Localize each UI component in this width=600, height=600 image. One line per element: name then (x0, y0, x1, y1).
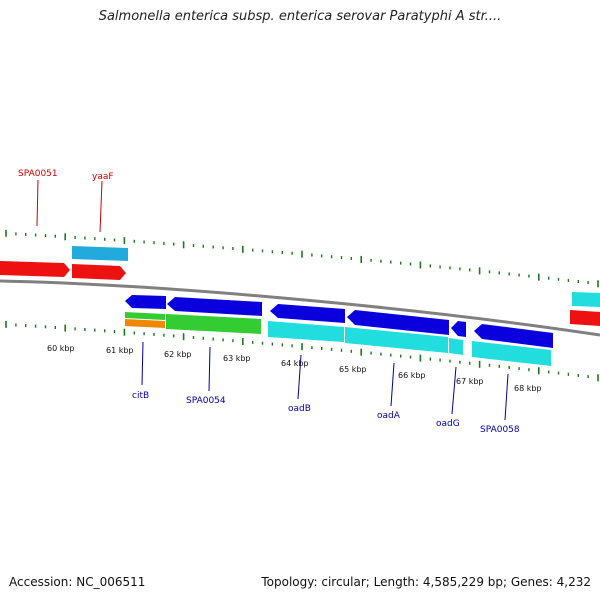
kbp-label: 65 kbp (339, 365, 367, 374)
cds-bar-spa0058[interactable] (472, 341, 551, 366)
gene-label-oada[interactable]: oadA (377, 411, 401, 421)
kbp-label: 66 kbp (398, 371, 426, 380)
gene-label-oadg[interactable]: oadG (436, 419, 460, 429)
cds-bar-oadg[interactable] (449, 338, 463, 355)
gene-arrow-right-red[interactable] (570, 310, 600, 326)
kbp-label: 62 kbp (164, 350, 192, 359)
genome-backbone (0, 279, 600, 337)
cds-bar-spa0054-green[interactable] (166, 314, 261, 334)
gene-arrow-oadg[interactable] (451, 321, 466, 337)
kbp-label: 63 kbp (223, 354, 251, 363)
kbp-labels: 60 kbp 61 kbp 62 kbp 63 kbp 64 kbp 65 kb… (47, 344, 542, 393)
cds-bar-citb-orange[interactable] (125, 319, 165, 328)
gene-label-citb[interactable]: citB (132, 391, 149, 401)
gene-label-spa0058[interactable]: SPA0058 (480, 425, 520, 435)
gene-arrow-right-cyan[interactable] (572, 292, 600, 307)
gene-arrow-spa0051[interactable] (0, 261, 70, 277)
label-leaders (36, 179, 509, 421)
forward-strand-features (0, 246, 600, 326)
gene-label-spa0051[interactable]: SPA0051 (18, 169, 58, 179)
reverse-strand-features (125, 295, 553, 366)
accession-text: Accession: NC_006511 (9, 575, 146, 589)
kbp-label: 61 kbp (106, 346, 134, 355)
gene-arrow-spa0058[interactable] (474, 324, 553, 348)
cds-bar-citb-green[interactable] (125, 312, 165, 320)
kbp-label: 67 kbp (456, 377, 484, 386)
kbp-label: 68 kbp (514, 384, 542, 393)
gene-labels: SPA0051 yaaF citB SPA0054 oadB oadA oadG… (18, 169, 520, 435)
gene-label-yaaf[interactable]: yaaF (92, 172, 114, 182)
map-title: Salmonella enterica subsp. enterica sero… (98, 9, 502, 24)
gene-arrow-yaaf[interactable] (72, 264, 126, 280)
tick-row-outer (5, 229, 599, 288)
kbp-label: 64 kbp (281, 359, 309, 368)
gene-arrow-oada[interactable] (347, 310, 449, 335)
kbp-label: 60 kbp (47, 344, 75, 353)
gene-arrow-oadb[interactable] (270, 304, 345, 323)
gene-arrow-spa0054[interactable] (167, 297, 262, 316)
cds-bar-oada[interactable] (345, 327, 448, 353)
topology-text: Topology: circular; Length: 4,585,229 bp… (261, 575, 591, 589)
tick-row-inner (5, 320, 599, 382)
gene-arrow-citb[interactable] (125, 295, 166, 309)
gene-label-oadb[interactable]: oadB (288, 404, 311, 414)
cds-bar-yaaf[interactable] (72, 246, 128, 261)
cds-bar-oadb[interactable] (268, 321, 344, 342)
gene-label-spa0054[interactable]: SPA0054 (186, 396, 226, 406)
